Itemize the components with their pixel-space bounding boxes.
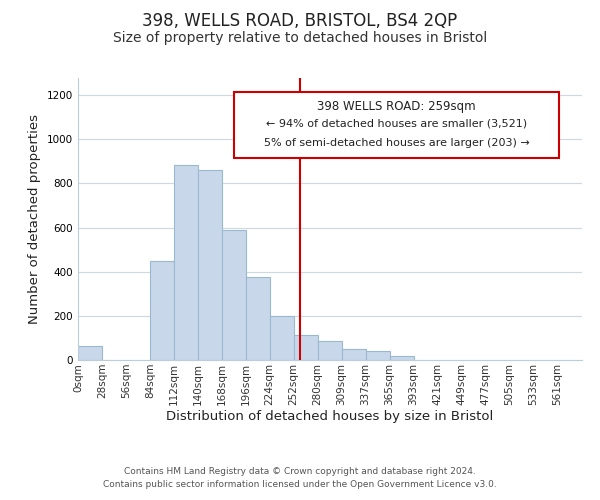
Text: 398 WELLS ROAD: 259sqm: 398 WELLS ROAD: 259sqm (317, 100, 476, 112)
Bar (198, 170, 222, 360)
X-axis label: Distribution of detached houses by size in Bristol: Distribution of detached houses by size … (166, 410, 494, 424)
Bar (150, 261, 174, 360)
Bar (317, 340, 341, 360)
Bar (269, 316, 293, 360)
Bar (246, 277, 269, 360)
Text: ← 94% of detached houses are smaller (3,521): ← 94% of detached houses are smaller (3,… (266, 118, 527, 128)
Text: 5% of semi-detached houses are larger (203) →: 5% of semi-detached houses are larger (2… (264, 138, 530, 148)
Bar (174, 166, 198, 360)
FancyBboxPatch shape (234, 92, 559, 158)
Bar (78, 346, 102, 360)
Bar (343, 348, 367, 360)
Bar (391, 356, 414, 360)
Bar (222, 230, 246, 360)
Bar (367, 350, 391, 360)
Bar (293, 335, 317, 360)
Y-axis label: Number of detached properties: Number of detached properties (28, 114, 41, 324)
Text: 398, WELLS ROAD, BRISTOL, BS4 2QP: 398, WELLS ROAD, BRISTOL, BS4 2QP (142, 12, 458, 30)
Text: Contains public sector information licensed under the Open Government Licence v3: Contains public sector information licen… (103, 480, 497, 489)
Text: Contains HM Land Registry data © Crown copyright and database right 2024.: Contains HM Land Registry data © Crown c… (124, 467, 476, 476)
Text: Size of property relative to detached houses in Bristol: Size of property relative to detached ho… (113, 31, 487, 45)
